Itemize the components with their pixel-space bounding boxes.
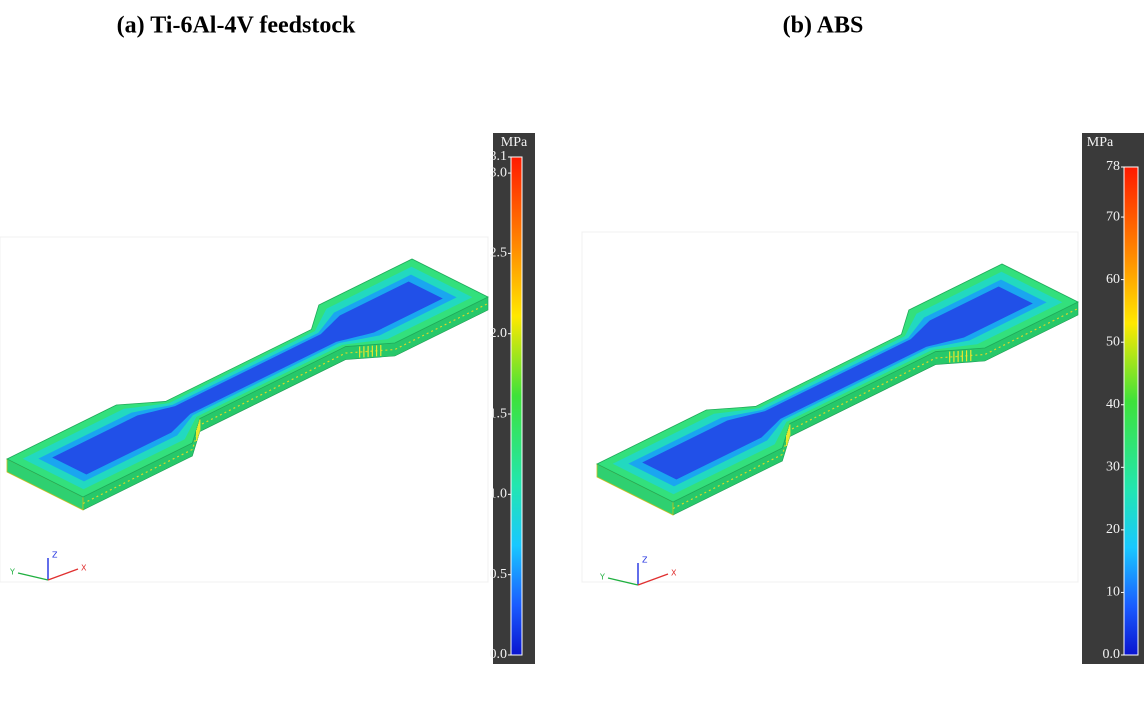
- colorbar-tick-label: 20: [1106, 522, 1120, 537]
- colorbar-gradient: [1124, 167, 1138, 655]
- colorbar-unit: MPa: [1087, 135, 1114, 150]
- axis-label: Z: [642, 556, 648, 565]
- specimen: [7, 259, 488, 510]
- colorbar-tick-label: 30: [1106, 460, 1120, 475]
- axis-y: [18, 573, 48, 580]
- colorbar-tick-label: 2.0: [490, 326, 508, 341]
- colorbar-tick-label: 1.0: [490, 487, 508, 502]
- colorbar-tick-label: 0.0: [490, 647, 508, 662]
- panel-title: (b) ABS: [783, 13, 864, 39]
- colorbar-tick-label: 40: [1106, 397, 1120, 412]
- stress-min: [52, 281, 443, 474]
- colorbar-tick-label: 0.5: [490, 567, 508, 582]
- axis-label: Z: [52, 551, 58, 560]
- panel-title: (a) Ti-6Al-4V feedstock: [117, 13, 356, 39]
- stress-min: [642, 286, 1033, 479]
- figure: (a) Ti-6Al-4V feedstockZYXMPa3.13.02.52.…: [0, 0, 1144, 696]
- colorbar-tick-label: 3.0: [490, 165, 508, 180]
- axis-label: X: [671, 569, 677, 578]
- colorbar-tick-label: 1.5: [490, 406, 508, 421]
- axis-label: X: [81, 564, 87, 573]
- colorbar-tick-label: 70: [1106, 209, 1120, 224]
- colorbar-gradient: [511, 157, 522, 655]
- axis-x: [48, 569, 78, 580]
- axis-x: [638, 574, 668, 585]
- colorbar-tick-label: 3.1: [490, 149, 508, 164]
- axis-label: Y: [9, 568, 15, 577]
- colorbar-unit: MPa: [501, 135, 528, 150]
- colorbar-tick-label: 10: [1106, 585, 1120, 600]
- colorbar-tick-label: 2.5: [490, 246, 508, 261]
- specimen: [597, 264, 1078, 515]
- colorbar-tick-label: 0.0: [1103, 647, 1121, 662]
- colorbar-tick-label: 60: [1106, 272, 1120, 287]
- axis-label: Y: [599, 573, 605, 582]
- colorbar-tick-label: 78: [1106, 159, 1120, 174]
- colorbar-tick-label: 50: [1106, 334, 1120, 349]
